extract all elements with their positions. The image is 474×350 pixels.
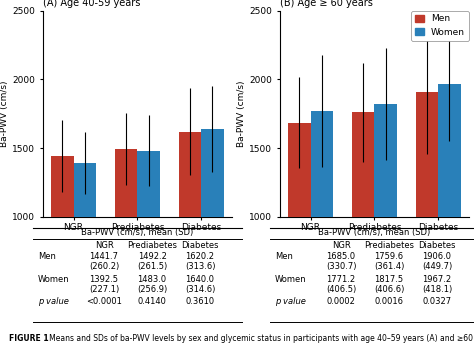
Bar bbox=[374, 104, 397, 350]
Text: 1967.2
(418.1): 1967.2 (418.1) bbox=[422, 275, 452, 294]
Text: NGR: NGR bbox=[332, 241, 350, 250]
Text: 1685.0
(330.7): 1685.0 (330.7) bbox=[326, 252, 356, 271]
Text: 0.0016: 0.0016 bbox=[374, 298, 403, 307]
Y-axis label: Ba-PWV (cm/s): Ba-PWV (cm/s) bbox=[237, 80, 246, 147]
Legend: Men, Women: Men, Women bbox=[411, 11, 468, 41]
Text: (A) Age 40-59 years: (A) Age 40-59 years bbox=[43, 0, 140, 8]
Text: 1392.5
(227.1): 1392.5 (227.1) bbox=[89, 275, 119, 294]
Text: 1906.0
(449.7): 1906.0 (449.7) bbox=[422, 252, 452, 271]
Bar bbox=[288, 123, 310, 350]
Text: FIGURE 1: FIGURE 1 bbox=[9, 334, 49, 343]
Bar bbox=[416, 92, 438, 350]
Text: 0.3610: 0.3610 bbox=[185, 298, 215, 307]
Text: Men: Men bbox=[38, 252, 56, 261]
Text: 1441.7
(260.2): 1441.7 (260.2) bbox=[89, 252, 119, 271]
Bar bbox=[352, 112, 374, 350]
Text: 0.0327: 0.0327 bbox=[422, 298, 452, 307]
Text: 1620.2
(313.6): 1620.2 (313.6) bbox=[185, 252, 215, 271]
Bar bbox=[51, 156, 73, 350]
Text: Women: Women bbox=[275, 275, 307, 284]
Text: Diabetes: Diabetes bbox=[418, 241, 456, 250]
Y-axis label: Ba-PWV (cm/s): Ba-PWV (cm/s) bbox=[0, 80, 9, 147]
Text: Diabetes: Diabetes bbox=[181, 241, 219, 250]
Text: 1771.2
(406.5): 1771.2 (406.5) bbox=[326, 275, 356, 294]
Text: (B) Age ≥ 60 years: (B) Age ≥ 60 years bbox=[280, 0, 373, 8]
Text: 1759.6
(361.4): 1759.6 (361.4) bbox=[374, 252, 404, 271]
Text: p value: p value bbox=[275, 298, 306, 307]
Bar bbox=[137, 150, 160, 350]
Bar bbox=[73, 163, 96, 350]
Bar bbox=[310, 111, 333, 350]
Text: 1492.2
(261.5): 1492.2 (261.5) bbox=[137, 252, 167, 271]
Text: Prediabetes: Prediabetes bbox=[127, 241, 177, 250]
Text: <0.0001: <0.0001 bbox=[86, 298, 122, 307]
Bar bbox=[115, 149, 137, 350]
Text: Means and SDs of ba-PWV levels by sex and glycemic status in participants with a: Means and SDs of ba-PWV levels by sex an… bbox=[42, 334, 474, 343]
Bar bbox=[201, 129, 224, 350]
Text: Men: Men bbox=[275, 252, 293, 261]
Bar bbox=[179, 132, 201, 350]
Text: 1483.0
(256.9): 1483.0 (256.9) bbox=[137, 275, 167, 294]
Text: Women: Women bbox=[38, 275, 70, 284]
Text: NGR: NGR bbox=[95, 241, 113, 250]
Text: 0.4140: 0.4140 bbox=[137, 298, 166, 307]
Text: Prediabetes: Prediabetes bbox=[364, 241, 414, 250]
Text: 0.0002: 0.0002 bbox=[327, 298, 356, 307]
Text: 1640.0
(314.6): 1640.0 (314.6) bbox=[185, 275, 215, 294]
Text: Ba-PWV (cm/s), mean (SD): Ba-PWV (cm/s), mean (SD) bbox=[82, 228, 193, 237]
Text: 1817.5
(406.6): 1817.5 (406.6) bbox=[374, 275, 404, 294]
Bar bbox=[438, 84, 461, 350]
Text: p value: p value bbox=[38, 298, 69, 307]
Text: Ba-PWV (cm/s), mean (SD): Ba-PWV (cm/s), mean (SD) bbox=[319, 228, 430, 237]
